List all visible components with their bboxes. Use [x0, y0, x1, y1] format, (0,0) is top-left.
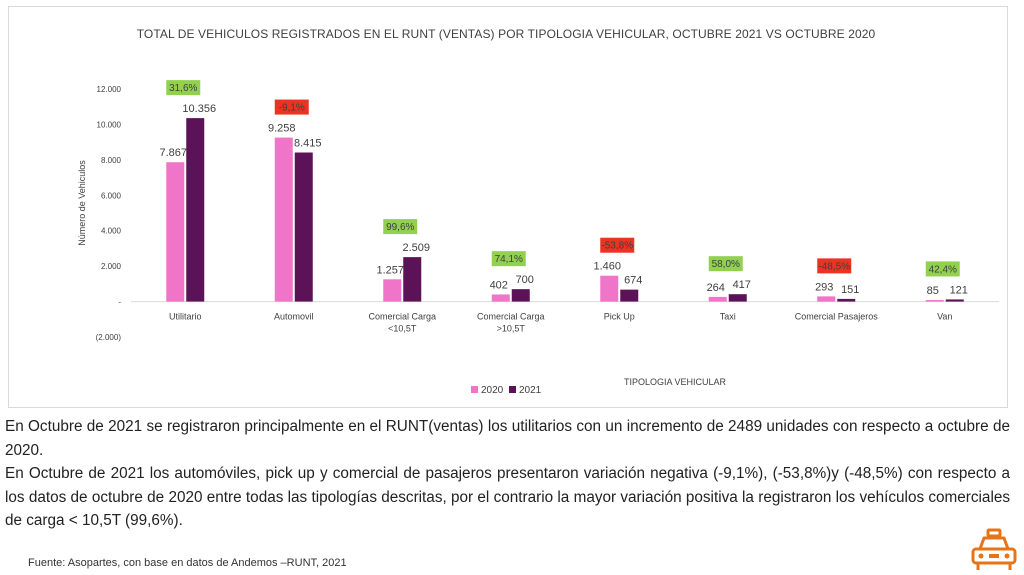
- variation-label: 74,1%: [495, 254, 523, 265]
- variation-badge: [600, 237, 635, 253]
- variation-label: -9,1%: [279, 103, 305, 114]
- data-label-2020: 7.867: [159, 147, 187, 159]
- category-label: Comercial Pasajeros: [795, 312, 879, 322]
- bar-chart: TOTAL DE VEHICULOS REGISTRADOS EN EL RUN…: [77, 27, 999, 396]
- data-label-2021: 700: [516, 274, 534, 286]
- bar-2021-1: [294, 152, 313, 302]
- variation-badge: [166, 80, 201, 96]
- legend-label-2020: 2020: [481, 385, 504, 396]
- legend-swatch-2020: [471, 386, 478, 393]
- data-label-2020: 402: [490, 279, 508, 291]
- y-tick-label: 2.000: [101, 262, 122, 271]
- chart-title: TOTAL DE VEHICULOS REGISTRADOS EN EL RUN…: [137, 27, 876, 41]
- data-label-2021: 151: [841, 284, 859, 296]
- y-tick-label: 8.000: [101, 156, 122, 165]
- variation-badge: [274, 99, 309, 115]
- legend-label-2021: 2021: [519, 385, 542, 396]
- variation-badge: [925, 261, 960, 277]
- y-tick-label: 10.000: [97, 120, 122, 129]
- y-tick-label: -: [118, 298, 121, 307]
- bar-2020-3: [491, 294, 510, 302]
- bar-2021-0: [186, 118, 205, 302]
- data-label-2021: 10.356: [182, 103, 216, 115]
- bar-2021-6: [837, 298, 856, 302]
- category-label: Utilitario: [169, 312, 202, 322]
- bar-2020-5: [708, 296, 727, 302]
- variation-label: 99,6%: [386, 222, 414, 233]
- variation-label: 58,0%: [712, 259, 740, 270]
- source-note: Fuente: Asopartes, con base en datos de …: [28, 557, 347, 569]
- data-label-2020: 1.257: [376, 264, 404, 276]
- bar-2020-6: [817, 296, 836, 302]
- taxi-icon: [971, 528, 1017, 570]
- data-label-2021: 2.509: [402, 242, 430, 254]
- bar-2020-4: [600, 275, 619, 302]
- category-label: >10,5T: [497, 324, 526, 334]
- category-label: Pick Up: [604, 312, 635, 322]
- bar-2021-5: [728, 294, 747, 302]
- data-label-2021: 674: [624, 275, 642, 287]
- variation-label: 31,6%: [169, 83, 197, 94]
- variation-badge: [817, 258, 852, 274]
- data-label-2020: 264: [707, 282, 725, 294]
- category-label: Taxi: [720, 312, 736, 322]
- category-label: Comercial Carga: [477, 312, 545, 322]
- chart-description: En Octubre de 2021 se registraron princi…: [5, 415, 1010, 533]
- bar-2021-2: [403, 257, 422, 302]
- y-tick-label: 4.000: [101, 227, 122, 236]
- data-label-2020: 9.258: [268, 123, 296, 135]
- chart-container: TOTAL DE VEHICULOS REGISTRADOS EN EL RUN…: [8, 6, 1008, 408]
- y-tick-label: 6.000: [101, 191, 122, 200]
- x-axis-title: TIPOLOGIA VEHICULAR: [624, 377, 727, 387]
- bar-2021-3: [511, 289, 530, 302]
- legend-swatch-2021: [509, 386, 516, 393]
- data-label-2020: 1.460: [593, 261, 621, 273]
- description-paragraph-2: En Octubre de 2021 los automóviles, pick…: [5, 465, 1010, 529]
- bar-2020-7: [925, 300, 944, 302]
- category-label: <10,5T: [388, 324, 417, 334]
- variation-badge: [708, 256, 743, 272]
- data-label-2021: 417: [733, 279, 751, 291]
- bar-2020-2: [383, 279, 402, 302]
- y-axis-title: Número de Vehiculos: [77, 160, 87, 246]
- variation-label: -53,8%: [601, 241, 633, 252]
- category-label: Automovil: [274, 312, 314, 322]
- description-paragraph-1: En Octubre de 2021 se registraron princi…: [5, 418, 1010, 459]
- bar-2021-4: [620, 289, 639, 302]
- category-label: Comercial Carga: [368, 312, 436, 322]
- y-tick-label: (2.000): [96, 333, 122, 342]
- bar-2020-0: [166, 162, 185, 302]
- data-label-2020: 85: [927, 285, 939, 297]
- variation-label: -48,5%: [818, 261, 850, 272]
- data-label-2021: 8.415: [294, 138, 322, 150]
- variation-badge: [491, 251, 526, 267]
- data-label-2020: 293: [815, 281, 833, 293]
- bar-2020-1: [274, 137, 293, 302]
- y-tick-label: 12.000: [97, 85, 122, 94]
- data-label-2021: 121: [950, 284, 968, 296]
- category-label: Van: [937, 312, 952, 322]
- bar-2021-7: [945, 299, 964, 302]
- variation-badge: [383, 219, 418, 235]
- variation-label: 42,4%: [929, 264, 957, 275]
